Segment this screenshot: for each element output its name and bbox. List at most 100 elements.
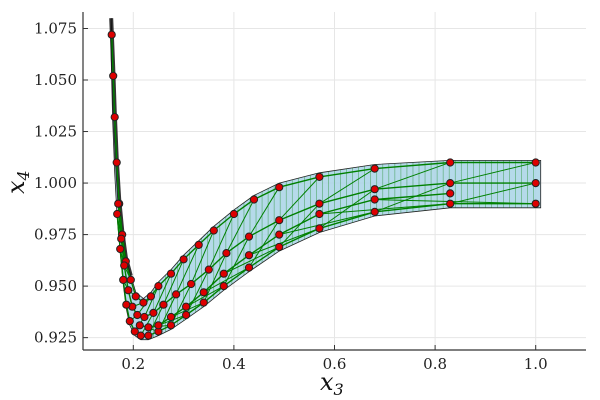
trajectory-link bbox=[143, 285, 159, 318]
data-point bbox=[315, 224, 324, 233]
trajectory-link bbox=[319, 188, 376, 229]
data-point bbox=[135, 321, 144, 330]
trajectory-link bbox=[374, 161, 451, 190]
data-point bbox=[249, 195, 259, 204]
x-tick-label: 0.8 bbox=[423, 355, 447, 373]
trajectory-link bbox=[225, 199, 255, 254]
data-point bbox=[122, 300, 131, 309]
trajectory-link bbox=[278, 176, 320, 221]
trajectory-link bbox=[450, 182, 536, 205]
trajectory-link bbox=[319, 168, 376, 205]
data-point bbox=[126, 275, 135, 284]
y-axis-label-sub: 4 bbox=[14, 170, 33, 181]
trajectory-link bbox=[223, 246, 280, 275]
data-point bbox=[531, 158, 540, 167]
data-point bbox=[244, 232, 254, 241]
data-point bbox=[194, 240, 203, 249]
data-point bbox=[199, 288, 208, 297]
trajectory-link bbox=[203, 267, 250, 293]
data-point bbox=[120, 261, 129, 270]
data-point bbox=[144, 331, 153, 340]
data-point bbox=[130, 327, 139, 336]
data-point bbox=[144, 323, 153, 332]
data-point bbox=[139, 298, 148, 307]
data-point bbox=[179, 255, 188, 264]
data-point bbox=[531, 199, 540, 208]
data-point bbox=[110, 113, 119, 122]
data-point bbox=[187, 279, 196, 289]
data-point bbox=[159, 300, 168, 309]
data-point bbox=[209, 226, 218, 235]
x-tick-label: 1.0 bbox=[524, 355, 548, 373]
data-point bbox=[370, 185, 379, 194]
trajectory-link bbox=[190, 230, 215, 285]
trajectory-link bbox=[117, 203, 123, 235]
trajectory-link bbox=[279, 211, 375, 236]
y-tick-label: 1.000 bbox=[34, 174, 77, 192]
data-point bbox=[154, 282, 163, 291]
tick-layer: 0.2 0.4 0.6 0.8 1.0 0.925 0.950 0.975 1.000 1.025… bbox=[34, 19, 548, 373]
trajectory-link bbox=[248, 227, 320, 256]
data-point bbox=[154, 321, 163, 330]
point-layer bbox=[107, 30, 540, 340]
data-point bbox=[124, 286, 133, 295]
data-point bbox=[446, 158, 455, 167]
trajectory-link bbox=[319, 203, 451, 215]
data-point bbox=[315, 172, 324, 181]
data-point bbox=[182, 302, 191, 311]
x-tick-label: 0.2 bbox=[121, 355, 145, 373]
data-point bbox=[315, 199, 324, 208]
data-point bbox=[244, 251, 254, 260]
trajectory-link bbox=[223, 236, 250, 287]
y-tick-label: 1.050 bbox=[34, 71, 77, 89]
data-point bbox=[199, 298, 208, 307]
trajectory-link bbox=[374, 182, 451, 213]
data-point bbox=[109, 71, 118, 81]
data-point bbox=[136, 331, 145, 340]
trajectory-link bbox=[203, 252, 227, 303]
data-point bbox=[204, 265, 213, 274]
data-point bbox=[275, 216, 284, 225]
data-point bbox=[149, 308, 158, 317]
y-tick-label: 0.950 bbox=[34, 277, 77, 295]
data-point bbox=[107, 30, 116, 39]
data-point bbox=[112, 158, 121, 167]
y-tick-label: 1.075 bbox=[34, 19, 77, 37]
y-axis-label: x4 bbox=[2, 170, 33, 194]
data-point bbox=[133, 310, 142, 320]
y-tick-label: 0.925 bbox=[34, 329, 77, 347]
trajectory-link bbox=[374, 199, 536, 205]
data-point bbox=[222, 249, 231, 258]
data-point bbox=[531, 179, 540, 188]
data-point bbox=[182, 310, 191, 320]
data-point bbox=[119, 275, 128, 284]
data-point bbox=[275, 242, 284, 252]
trajectory-link bbox=[450, 161, 536, 184]
data-point bbox=[370, 207, 379, 216]
x-tick-label: 0.4 bbox=[222, 355, 246, 373]
x-axis-label: x3 bbox=[320, 368, 344, 399]
data-point bbox=[219, 282, 228, 291]
data-point bbox=[166, 312, 176, 322]
data-point bbox=[244, 263, 254, 272]
y-tick-label: 0.975 bbox=[34, 226, 77, 244]
data-point bbox=[446, 189, 455, 198]
trajectory-link bbox=[163, 259, 185, 305]
data-point bbox=[219, 269, 228, 278]
trajectory-link bbox=[185, 285, 225, 308]
trajectory-link bbox=[208, 213, 235, 270]
data-point bbox=[275, 230, 284, 239]
trajectory-link bbox=[175, 244, 200, 295]
trajectory-link bbox=[278, 203, 320, 248]
data-point bbox=[370, 195, 379, 204]
data-point bbox=[125, 317, 134, 326]
trajectory-link bbox=[248, 186, 280, 237]
data-point bbox=[446, 199, 455, 208]
trajectory-link bbox=[152, 273, 172, 314]
data-point bbox=[370, 164, 379, 173]
data-point bbox=[166, 269, 176, 278]
y-tick-label: 1.025 bbox=[34, 123, 77, 141]
data-point bbox=[275, 183, 284, 192]
data-point bbox=[131, 292, 140, 301]
